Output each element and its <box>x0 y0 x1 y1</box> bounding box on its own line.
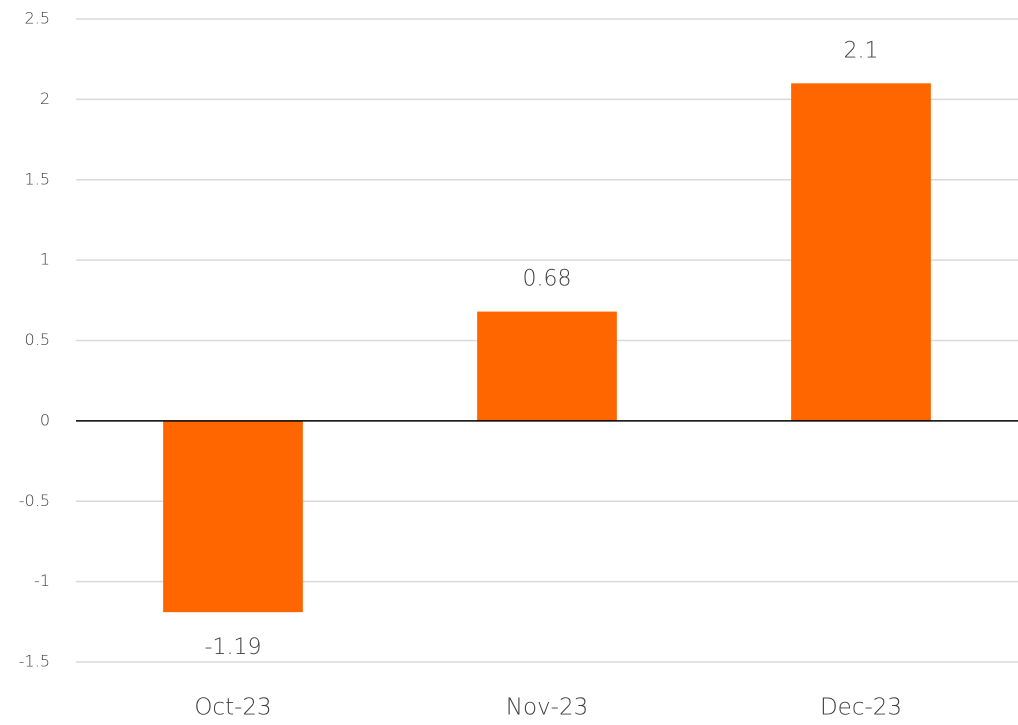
x-tick-label: Nov-23 <box>506 695 588 721</box>
x-tick-label: Dec-23 <box>820 695 902 721</box>
x-tick-label: Oct-23 <box>194 695 271 721</box>
y-tick-label: 1.5 <box>25 169 50 188</box>
y-tick-label: 0.5 <box>25 330 50 349</box>
y-tick-label: 2 <box>40 89 50 108</box>
y-tick-label: 0 <box>40 410 50 429</box>
data-label: 2.1 <box>844 38 879 63</box>
bar <box>163 420 303 613</box>
y-tick-label: 2.5 <box>25 9 50 28</box>
bar <box>791 83 931 421</box>
data-label: -1.19 <box>205 635 262 660</box>
y-tick-label: -1.5 <box>19 652 50 671</box>
y-tick-label: 1 <box>40 250 50 269</box>
y-tick-label: -0.5 <box>19 491 50 510</box>
y-tick-label: -1 <box>34 571 50 590</box>
bar <box>477 311 617 421</box>
data-label: 0.68 <box>523 267 572 292</box>
